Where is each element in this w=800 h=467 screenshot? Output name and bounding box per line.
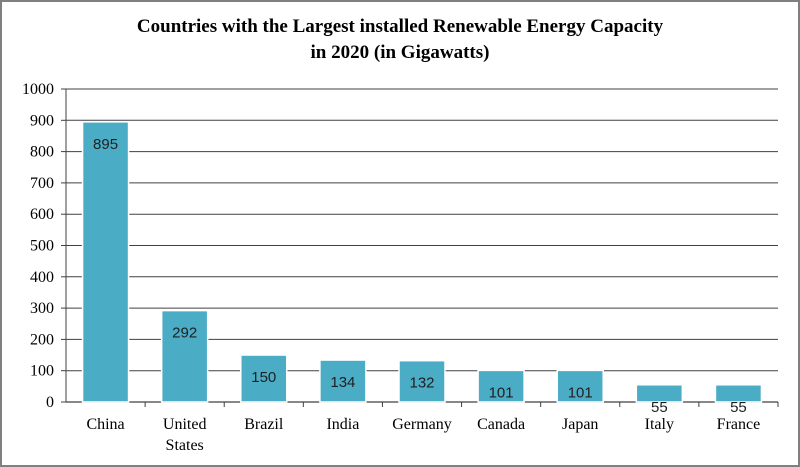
data-label: 101: [568, 384, 593, 401]
y-tick-label: 900: [30, 112, 54, 129]
x-tick-label-line: Japan: [562, 416, 598, 433]
bar: [635, 384, 684, 403]
chart-title: Countries with the Largest installed Ren…: [0, 14, 800, 66]
x-tick-label: Japan: [562, 416, 598, 433]
x-tick-label: China: [86, 416, 124, 433]
y-tick-label: 300: [30, 300, 54, 317]
x-tick-label: India: [326, 416, 359, 433]
y-tick-label: 600: [30, 206, 54, 223]
x-tick-label-line: Brazil: [244, 416, 284, 433]
bar: [319, 359, 367, 403]
bar: [160, 309, 209, 403]
y-tick-label: 200: [30, 331, 54, 348]
x-tick-label-line: France: [717, 416, 761, 433]
x-tick-label-line: Germany: [392, 416, 452, 433]
x-tick-label: France: [717, 416, 761, 433]
x-tick-label-line: Canada: [477, 416, 525, 433]
bar: [240, 354, 288, 403]
data-label: 134: [330, 374, 355, 391]
x-tick-label: Germany: [392, 416, 452, 433]
x-tick-label: United States: [163, 416, 207, 454]
x-tick-label-line: States: [166, 437, 204, 454]
x-tick-label: Brazil: [244, 416, 284, 433]
bar: [477, 369, 525, 403]
bar: [398, 359, 446, 403]
data-label: 55: [730, 399, 747, 416]
x-tick-label-line: China: [86, 416, 124, 433]
x-tick-label: Italy: [645, 416, 674, 433]
y-tick-label: 700: [30, 175, 54, 192]
y-tick-label: 1000: [22, 81, 54, 98]
x-tick-label-line: India: [326, 416, 359, 433]
y-tick-label: 800: [30, 144, 54, 161]
data-label: 55: [651, 399, 668, 416]
data-label: 895: [93, 136, 118, 153]
y-tick-label: 100: [30, 363, 54, 380]
x-tick-label: Canada: [477, 416, 525, 433]
y-tick-label: 500: [30, 238, 54, 255]
x-tick-label-line: United: [163, 416, 207, 433]
data-label: 292: [172, 325, 197, 342]
data-label: 132: [409, 375, 434, 392]
chart-title-line-1: Countries with the Largest installed Ren…: [136, 16, 664, 37]
data-label: 150: [251, 369, 276, 386]
x-tick-label-line: Italy: [645, 416, 674, 433]
y-tick-label: 400: [30, 269, 54, 286]
bar: [714, 384, 763, 403]
bar: [556, 369, 604, 403]
y-tick-label: 0: [46, 394, 54, 411]
bar: [81, 121, 130, 403]
data-label: 101: [489, 384, 514, 401]
chart-title-line-2: in 2020 (in Gigawatts): [310, 42, 490, 63]
